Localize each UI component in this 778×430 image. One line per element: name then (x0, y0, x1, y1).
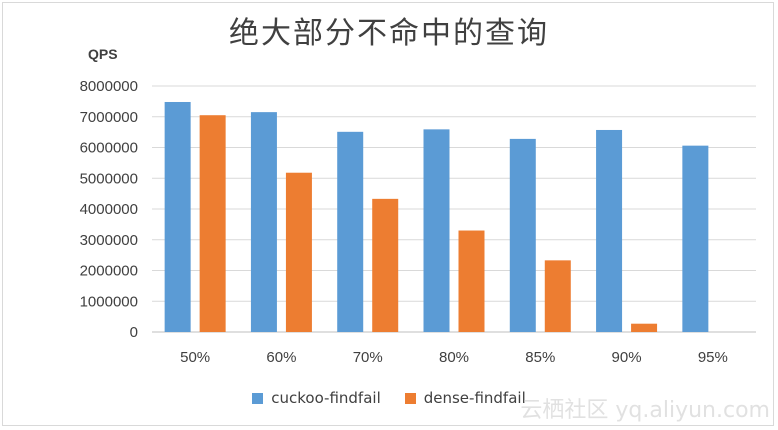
bar-cuckoo-findfail-50pct (164, 101, 191, 333)
y-tick-label: 0 (130, 324, 138, 341)
legend-label-cuckoo: cuckoo-findfail (271, 389, 381, 407)
y-tick-label: 6000000 (80, 140, 138, 157)
y-tick-label: 7000000 (80, 109, 138, 126)
chart-title: 绝大部分不命中的查询 (229, 16, 549, 51)
bar-dense-findfail-90pct (631, 323, 658, 332)
bar-cuckoo-findfail-80pct (423, 129, 450, 332)
bar-cuckoo-findfail-60pct (250, 112, 277, 332)
bar-cuckoo-findfail-85pct (509, 138, 536, 332)
legend-swatch-dense (404, 392, 416, 404)
bar-dense-findfail-85pct (544, 260, 571, 332)
bar-dense-findfail-70pct (372, 198, 399, 332)
legend-item-cuckoo: cuckoo-findfail (252, 389, 381, 407)
bar-cuckoo-findfail-90pct (596, 129, 623, 332)
watermark: 云栖社区 yq.aliyun.com (520, 398, 770, 423)
bar-cuckoo-findfail-95pct (682, 145, 709, 332)
bar-dense-findfail-80pct (458, 230, 485, 332)
legend-item-dense: dense-findfail (404, 389, 526, 407)
x-tick-label: 70% (353, 349, 383, 366)
bar-cuckoo-findfail-70pct (337, 131, 364, 332)
x-tick-label: 90% (612, 349, 642, 366)
y-axis-label: QPS (88, 46, 118, 62)
x-tick-label: 50% (180, 349, 210, 366)
y-tick-label: 4000000 (80, 201, 138, 218)
y-tick-label: 1000000 (80, 293, 138, 310)
y-tick-label: 5000000 (80, 170, 138, 187)
y-tick-label: 2000000 (80, 263, 138, 280)
x-tick-label: 85% (525, 349, 555, 366)
x-tick-label: 60% (266, 349, 296, 366)
legend: cuckoo-findfail dense-findfail (0, 389, 778, 407)
bar-dense-findfail-50pct (199, 115, 226, 333)
x-tick-label: 80% (439, 349, 469, 366)
bar-dense-findfail-60pct (285, 172, 312, 332)
y-tick-label: 3000000 (80, 232, 138, 249)
legend-label-dense: dense-findfail (423, 389, 526, 407)
chart-frame (2, 2, 774, 426)
legend-swatch-cuckoo (252, 392, 264, 404)
y-tick-label: 8000000 (80, 78, 138, 95)
x-tick-label: 95% (698, 349, 728, 366)
